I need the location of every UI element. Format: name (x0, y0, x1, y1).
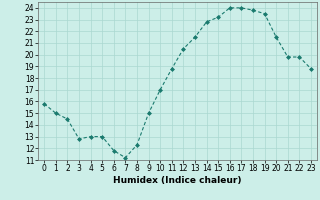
X-axis label: Humidex (Indice chaleur): Humidex (Indice chaleur) (113, 176, 242, 185)
